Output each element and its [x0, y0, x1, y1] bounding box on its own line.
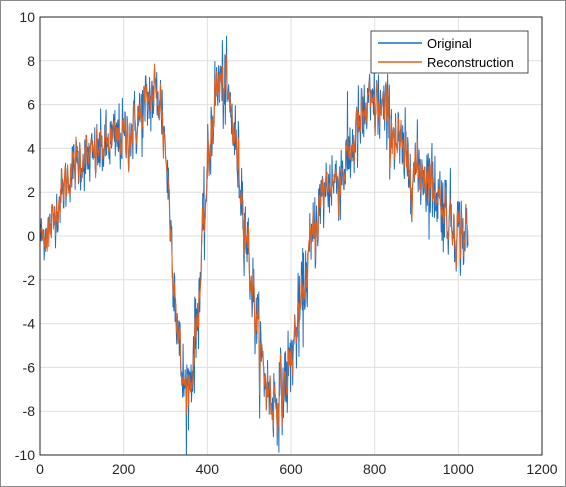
y-tick-label: 8 — [27, 53, 35, 69]
y-tick-label: -2 — [23, 272, 36, 288]
x-tick-label: 0 — [36, 461, 44, 477]
legend-label-reconstruction: Reconstruction — [427, 55, 514, 70]
plot-area-border — [39, 16, 543, 456]
x-tick-label: 200 — [112, 461, 136, 477]
legend: Original Reconstruction — [370, 30, 529, 74]
x-tick-label: 1200 — [526, 461, 557, 477]
y-tick-label: -6 — [23, 359, 36, 375]
x-tick-label: 1000 — [443, 461, 474, 477]
plot-series-group — [40, 35, 469, 455]
legend-box — [370, 30, 529, 74]
y-tick-label: 0 — [27, 228, 35, 244]
y-tick-label: 2 — [27, 184, 35, 200]
y-tick-label: -10 — [15, 447, 35, 463]
y-tick-label: 10 — [19, 9, 35, 25]
x-tick-label: 600 — [279, 461, 303, 477]
y-tick-label: 6 — [27, 97, 35, 113]
y-tick-label: 4 — [27, 140, 35, 156]
y-axis-ticks: -10 -8 -6 -4 -2 0 2 4 6 8 10 — [15, 9, 35, 463]
x-tick-label: 800 — [363, 461, 387, 477]
x-tick-label: 400 — [196, 461, 220, 477]
legend-label-original: Original — [427, 36, 472, 51]
y-tick-label: -4 — [23, 316, 36, 332]
series-line-reconstruction — [40, 53, 469, 435]
x-axis-ticks: 0 200 400 600 800 1000 1200 — [36, 461, 558, 477]
y-tick-label: -8 — [23, 403, 36, 419]
series-layer — [40, 35, 469, 455]
